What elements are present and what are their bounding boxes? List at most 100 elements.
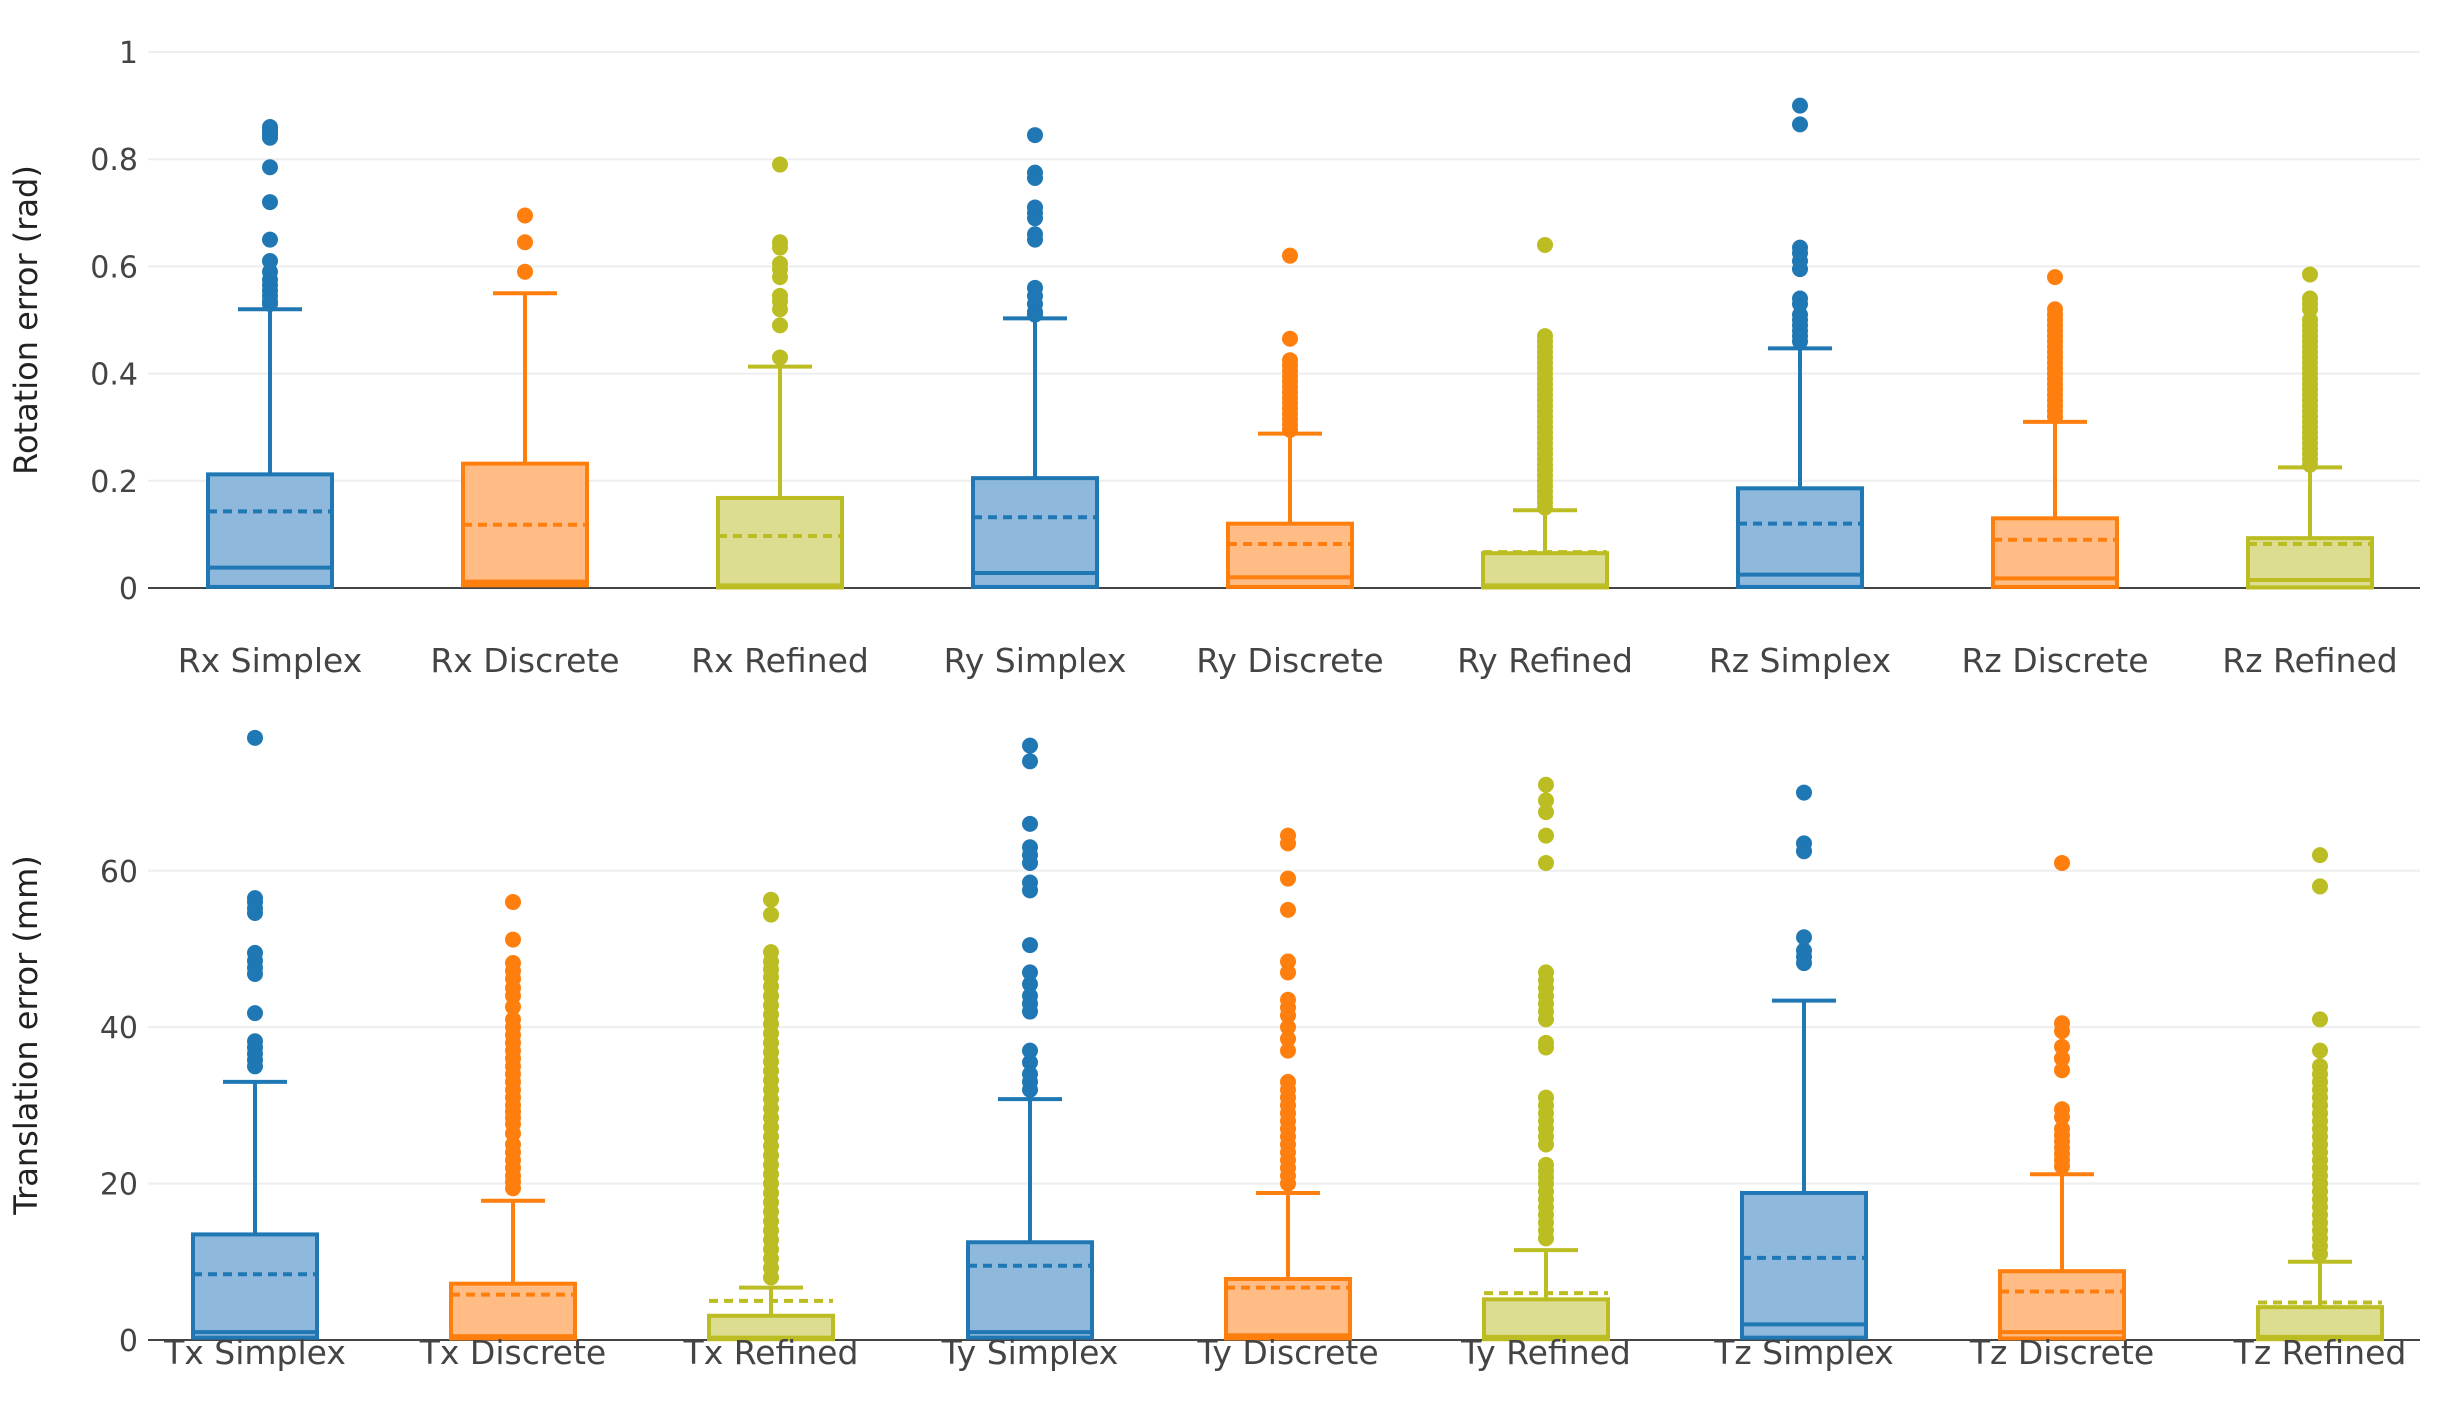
box-rz-discrete [1991,269,2119,589]
rotation-error-panel: 0 0.2 0.4 0.6 0.8 1 Rotation error (rad) Rx Sim… [7,36,2420,680]
box-body [1998,1269,2126,1341]
box-tz-refined [2256,847,2384,1342]
box-body [1991,516,2119,589]
y-tick-label: 0.4 [90,358,138,393]
box-ty-discrete [1224,827,1352,1341]
translation-error-panel: 0 20 40 60 Translation error (mm) Tx Simplex T… [7,729,2420,1372]
outlier-point [2302,266,2318,283]
outlier-point [2302,456,2318,473]
outlier-point [1280,953,1296,970]
category-label: Rx Refined [691,641,869,680]
outlier-point [2312,847,2328,864]
outlier-point [505,894,521,911]
box-body [449,1281,577,1341]
outlier-point [1792,116,1808,133]
outlier-point [772,269,788,286]
outlier-point [517,263,533,280]
box-body [1482,1297,1610,1342]
y-tick-label: 20 [100,1168,138,1203]
outlier-point [505,931,521,948]
outlier-point [1792,261,1808,278]
outlier-point [772,301,788,318]
outlier-point [1538,776,1554,793]
category-label: Ry Discrete [1196,641,1383,680]
outlier-point [1282,421,1298,438]
outlier-point [247,1005,263,1022]
outlier-point [262,159,278,176]
box-body [971,476,1099,589]
box-body [966,1240,1094,1340]
outlier-point [262,129,278,146]
y-tick-label: 0.6 [90,250,138,285]
outlier-point [1027,210,1043,227]
outlier-point [772,317,788,334]
category-label: Rx Simplex [178,641,363,680]
outlier-point [763,906,779,923]
box-ty-refined [1482,776,1610,1342]
category-label: Ty Simplex [941,1333,1119,1372]
outlier-point [1027,169,1043,186]
box-tx-simplex [191,729,319,1340]
outlier-point [1280,870,1296,887]
box-rz-simplex [1736,97,1864,589]
category-label: Ry Refined [1457,641,1633,680]
outlier-point [1027,306,1043,323]
outlier-point [1282,330,1298,347]
category-label: Tx Refined [683,1333,859,1372]
outlier-point [1022,937,1038,954]
box-body [206,472,334,589]
outlier-point [1022,1081,1038,1098]
outlier-point [1027,127,1043,144]
outlier-point [1022,854,1038,871]
category-label: Ry Simplex [944,641,1127,680]
outlier-point [2054,1050,2070,1067]
outlier-point [2047,269,2063,286]
outlier-point [1280,835,1296,852]
outlier-point [2047,408,2063,425]
box-tx-refined [707,891,835,1342]
outlier-point [1280,901,1296,918]
category-label: Tz Simplex [1713,1333,1894,1372]
category-label: Ty Refined [1460,1333,1631,1372]
category-label: Tz Discrete [1969,1333,2154,1372]
outlier-point [1022,1042,1038,1059]
outlier-point [1538,1230,1554,1247]
category-label: Ty Discrete [1196,1333,1378,1372]
box-rx-simplex [206,119,334,589]
outlier-point [2312,1011,2328,1028]
outlier-point [1792,333,1808,350]
box-body [716,495,844,590]
y-tick-label: 60 [100,855,138,890]
outlier-point [2054,1038,2070,1055]
outlier-point [1280,1019,1296,1036]
outlier-point [1537,499,1553,516]
outlier-point [1538,792,1554,809]
box-body [1481,551,1609,590]
outlier-point [763,891,779,908]
outlier-point [1022,737,1038,754]
outlier-point [1022,882,1038,899]
outlier-point [2312,1042,2328,1059]
outlier-point [1280,1042,1296,1059]
outlier-point [517,234,533,251]
box-tz-discrete [1998,854,2126,1341]
box-body [1736,486,1864,589]
outlier-point [1796,784,1812,801]
y-tick-label: 0.8 [90,143,138,178]
outlier-point [2312,878,2328,895]
outlier-point [1792,97,1808,114]
outlier-point [505,1125,521,1142]
box-rx-refined [716,156,844,590]
outlier-point [1796,843,1812,860]
box-rx-discrete [461,207,589,588]
outlier-point [1022,815,1038,832]
outlier-point [2054,1158,2070,1175]
outlier-point [2054,1062,2070,1079]
outlier-point [262,231,278,248]
category-label: Rz Simplex [1709,641,1891,680]
category-label: Rz Refined [2222,641,2397,680]
outlier-point [1280,964,1296,981]
y-tick-label: 40 [100,1011,138,1046]
